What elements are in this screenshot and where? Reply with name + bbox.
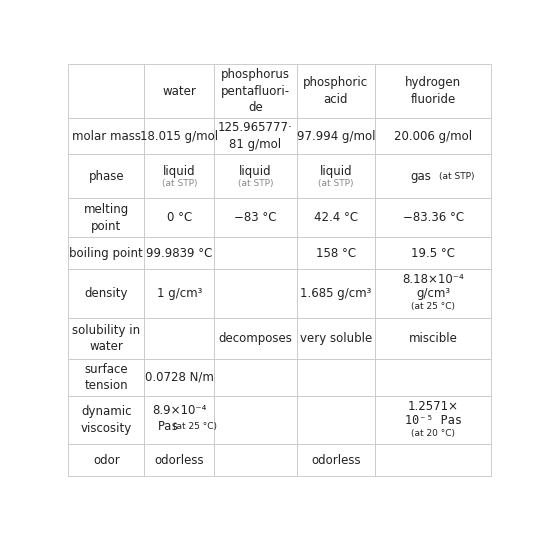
Bar	[144, 318, 214, 359]
Text: odorless: odorless	[155, 454, 204, 467]
Text: 42.4 °C: 42.4 °C	[314, 211, 358, 224]
Text: 1 g/cm³: 1 g/cm³	[157, 287, 202, 300]
Bar	[214, 64, 297, 118]
Text: dynamic
viscosity: dynamic viscosity	[81, 406, 132, 435]
Bar	[214, 445, 297, 476]
Bar	[297, 198, 375, 237]
Bar	[297, 64, 375, 118]
Bar	[375, 445, 491, 476]
Text: very soluble: very soluble	[300, 332, 372, 345]
Text: hydrogen
fluoride: hydrogen fluoride	[405, 77, 461, 106]
Bar	[214, 318, 297, 359]
Text: phase: phase	[88, 170, 124, 183]
Text: 125.965777·
81 g/mol: 125.965777· 81 g/mol	[218, 121, 293, 151]
Bar	[297, 155, 375, 198]
Text: 158 °C: 158 °C	[316, 247, 356, 259]
Bar	[297, 269, 375, 318]
Bar	[144, 118, 214, 155]
Bar	[144, 198, 214, 237]
Bar	[297, 445, 375, 476]
Bar	[214, 359, 297, 396]
Text: liquid: liquid	[319, 165, 352, 178]
Bar	[144, 359, 214, 396]
Text: melting
point: melting point	[84, 203, 129, 233]
Text: g/cm³: g/cm³	[416, 287, 450, 300]
Bar	[68, 318, 144, 359]
Text: gas: gas	[410, 170, 431, 183]
Bar	[375, 269, 491, 318]
Bar	[375, 237, 491, 269]
Bar	[144, 269, 214, 318]
Text: 1.685 g/cm³: 1.685 g/cm³	[300, 287, 372, 300]
Text: 0.0728 N/m: 0.0728 N/m	[145, 371, 214, 384]
Bar	[144, 237, 214, 269]
Text: (at STP): (at STP)	[439, 172, 474, 181]
Bar	[68, 396, 144, 445]
Text: 99.9839 °C: 99.9839 °C	[146, 247, 212, 259]
Text: 8.9×10⁻⁴: 8.9×10⁻⁴	[152, 404, 206, 417]
Bar	[68, 198, 144, 237]
Text: 0 °C: 0 °C	[167, 211, 192, 224]
Text: odor: odor	[93, 454, 120, 467]
Bar	[144, 445, 214, 476]
Bar	[214, 155, 297, 198]
Bar	[144, 396, 214, 445]
Bar	[375, 118, 491, 155]
Bar	[375, 198, 491, 237]
Text: (at 20 °C): (at 20 °C)	[411, 429, 455, 438]
Bar	[375, 318, 491, 359]
Bar	[375, 64, 491, 118]
Bar	[144, 155, 214, 198]
Text: decomposes: decomposes	[218, 332, 293, 345]
Bar	[68, 237, 144, 269]
Bar	[297, 359, 375, 396]
Text: 97.994 g/mol: 97.994 g/mol	[296, 129, 375, 143]
Bar	[68, 269, 144, 318]
Text: (at STP): (at STP)	[238, 179, 273, 188]
Text: phosphoric
acid: phosphoric acid	[304, 77, 369, 106]
Text: liquid: liquid	[239, 165, 272, 178]
Bar	[68, 118, 144, 155]
Bar	[68, 155, 144, 198]
Text: (at STP): (at STP)	[162, 179, 197, 188]
Text: (at 25 °C): (at 25 °C)	[411, 302, 455, 311]
Bar	[68, 359, 144, 396]
Bar	[214, 118, 297, 155]
Text: Pas: Pas	[158, 421, 180, 433]
Bar	[375, 155, 491, 198]
Bar	[214, 396, 297, 445]
Text: 19.5 °C: 19.5 °C	[411, 247, 455, 259]
Text: solubility in
water: solubility in water	[72, 324, 140, 353]
Text: 1.2571×: 1.2571×	[408, 400, 459, 413]
Bar	[297, 396, 375, 445]
Bar	[375, 359, 491, 396]
Text: (at STP): (at STP)	[318, 179, 354, 188]
Text: 18.015 g/mol: 18.015 g/mol	[140, 129, 218, 143]
Bar	[214, 237, 297, 269]
Bar	[68, 64, 144, 118]
Bar	[144, 64, 214, 118]
Text: 10⁻⁵ Pas: 10⁻⁵ Pas	[405, 414, 462, 426]
Bar	[375, 396, 491, 445]
Text: liquid: liquid	[163, 165, 195, 178]
Text: phosphorus
pentafluori-
de: phosphorus pentafluori- de	[221, 68, 290, 114]
Text: surface
tension: surface tension	[85, 363, 128, 392]
Text: molar mass: molar mass	[72, 129, 141, 143]
Text: 8.18×10⁻⁴: 8.18×10⁻⁴	[402, 273, 464, 286]
Text: −83.36 °C: −83.36 °C	[402, 211, 464, 224]
Bar	[214, 269, 297, 318]
Text: (at 25 °C): (at 25 °C)	[174, 423, 217, 431]
Text: 20.006 g/mol: 20.006 g/mol	[394, 129, 472, 143]
Text: boiling point: boiling point	[69, 247, 143, 259]
Text: −83 °C: −83 °C	[234, 211, 277, 224]
Text: density: density	[85, 287, 128, 300]
Text: water: water	[162, 85, 196, 97]
Bar	[68, 445, 144, 476]
Text: miscible: miscible	[409, 332, 458, 345]
Bar	[297, 318, 375, 359]
Text: odorless: odorless	[311, 454, 361, 467]
Bar	[297, 237, 375, 269]
Bar	[214, 198, 297, 237]
Bar	[297, 118, 375, 155]
